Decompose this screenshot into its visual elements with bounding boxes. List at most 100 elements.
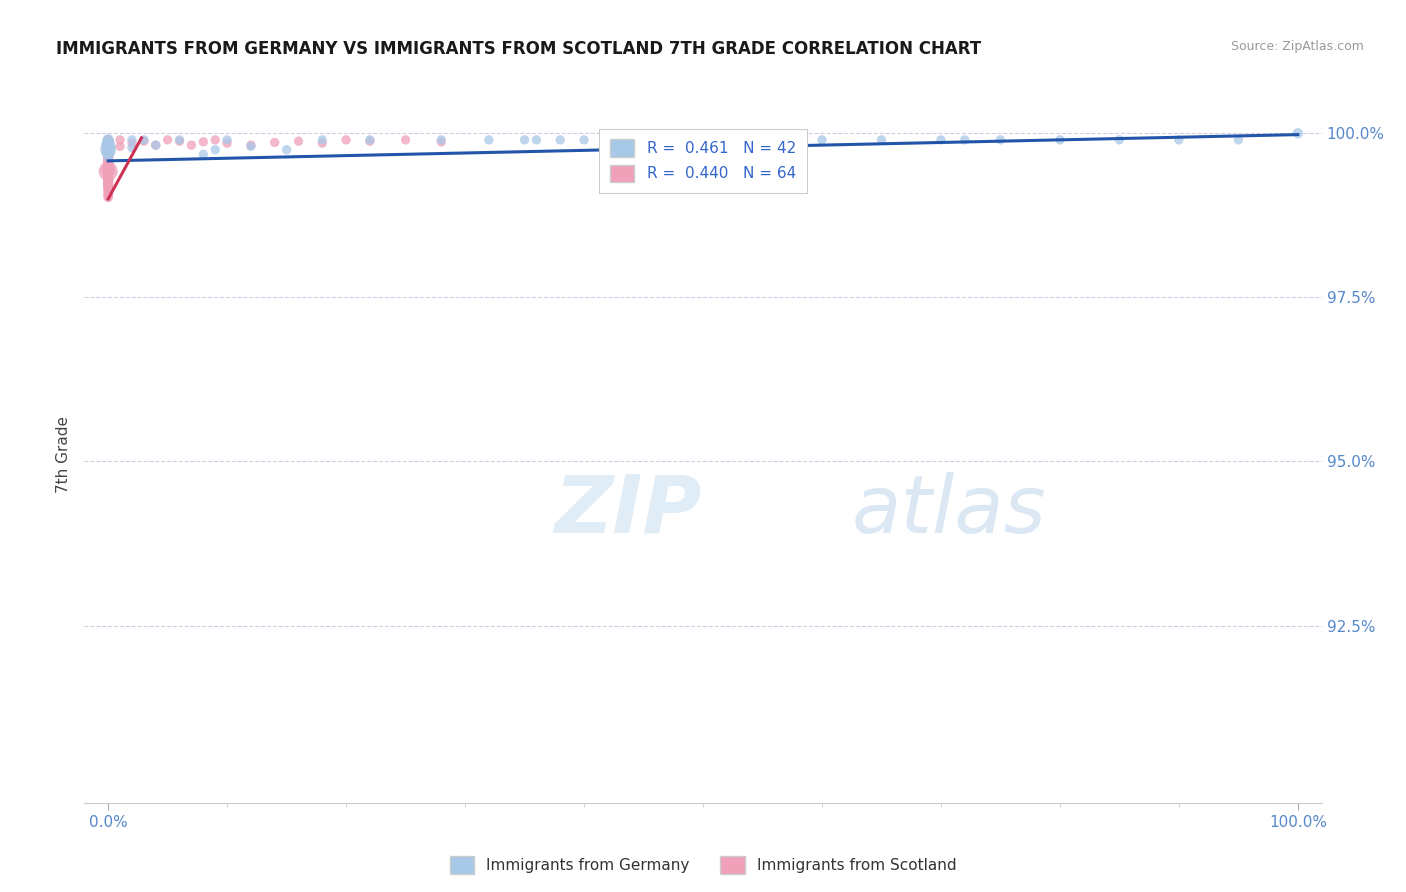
Point [97,142,120,156]
Point [97,186,120,200]
Point [97,133,120,147]
Point [97,144,120,158]
Point [193,147,215,161]
Point [97,178,120,192]
Point [97,161,120,176]
Point [620,133,643,147]
Point [97,153,120,168]
Point [311,133,333,147]
Point [169,134,191,148]
Point [97,180,120,194]
Point [145,138,167,153]
Point [97,178,120,193]
Point [97,176,120,190]
Text: IMMIGRANTS FROM GERMANY VS IMMIGRANTS FROM SCOTLAND 7TH GRADE CORRELATION CHART: IMMIGRANTS FROM GERMANY VS IMMIGRANTS FR… [56,40,981,58]
Point [1108,133,1130,147]
Point [97,153,120,167]
Point [311,136,333,150]
Point [953,133,976,147]
Point [97,183,120,197]
Point [97,158,120,172]
Point [121,136,143,150]
Point [394,133,416,147]
Point [204,133,226,147]
Point [1167,133,1189,147]
Point [97,175,120,189]
Point [156,133,179,147]
Point [169,133,191,147]
Point [1227,133,1250,147]
Point [513,133,536,147]
Point [716,133,738,147]
Point [811,133,834,147]
Point [548,133,571,147]
Point [359,133,381,147]
Point [97,150,120,164]
Point [97,189,120,203]
Point [97,186,120,201]
Point [97,161,120,175]
Point [97,188,120,202]
Point [276,143,298,157]
Point [108,139,131,153]
Legend: Immigrants from Germany, Immigrants from Scotland: Immigrants from Germany, Immigrants from… [443,850,963,880]
Point [430,135,453,149]
Point [204,143,226,157]
Point [97,155,120,169]
Point [787,133,810,147]
Point [97,143,120,157]
Point [193,135,215,149]
Point [121,133,143,147]
Point [263,136,285,150]
Point [751,133,773,147]
Point [217,133,239,147]
Point [97,170,120,185]
Text: ZIP: ZIP [554,472,702,549]
Point [97,133,120,147]
Point [990,133,1012,147]
Point [1049,133,1071,147]
Point [145,138,167,153]
Point [572,133,595,147]
Point [97,191,120,205]
Point [97,169,120,184]
Point [97,136,120,150]
Point [97,156,120,170]
Point [335,133,357,147]
Point [1286,126,1309,140]
Text: atlas: atlas [852,472,1046,549]
Point [97,172,120,186]
Point [478,133,501,147]
Legend: R =  0.461   N = 42, R =  0.440   N = 64: R = 0.461 N = 42, R = 0.440 N = 64 [599,128,807,193]
Point [97,169,120,183]
Point [121,141,143,155]
Point [97,181,120,195]
Text: Source: ZipAtlas.com: Source: ZipAtlas.com [1230,40,1364,54]
Point [97,159,120,173]
Point [97,134,120,148]
Point [97,147,120,161]
Point [97,149,120,163]
Point [97,151,120,165]
Point [97,146,120,161]
Point [929,133,952,147]
Point [97,173,120,187]
Point [526,133,548,147]
Point [97,164,120,178]
Point [97,148,120,162]
Point [132,134,155,148]
Point [180,138,202,153]
Point [97,184,120,198]
Point [97,166,120,180]
Point [217,136,239,150]
Point [97,163,120,178]
Point [97,146,120,161]
Point [132,133,155,147]
Point [596,133,619,147]
Y-axis label: 7th Grade: 7th Grade [56,417,72,493]
Point [97,167,120,181]
Point [97,145,120,159]
Point [870,133,893,147]
Point [633,133,655,147]
Point [359,134,381,148]
